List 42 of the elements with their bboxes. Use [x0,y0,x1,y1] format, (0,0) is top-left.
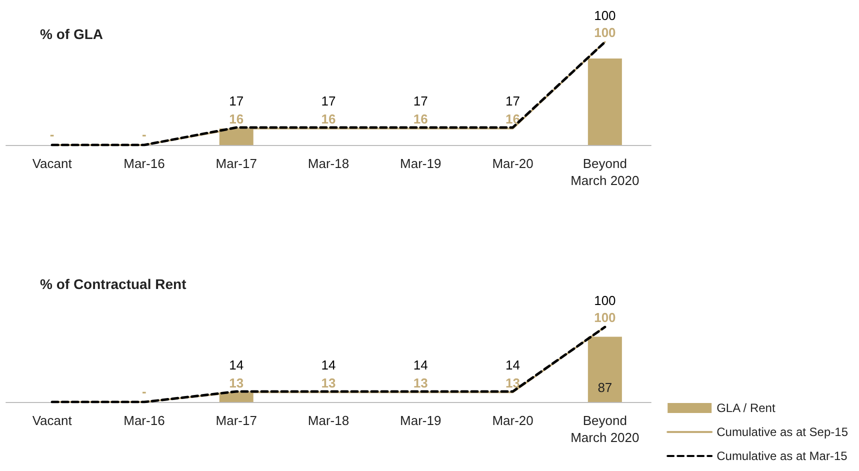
data-label: 100 [594,8,616,23]
data-label: 13 [321,375,336,390]
legend-label: GLA / Rent [716,401,776,415]
data-label: 13 [413,375,428,390]
chart-title: % of Contractual Rent [40,276,187,292]
x-tick-label: Beyond March 2020 [570,413,640,445]
data-label: 87 [598,380,612,395]
data-label: 17 [413,93,428,108]
data-label: 100 [594,25,616,40]
data-label: 100 [594,293,616,308]
data-label: 14 [321,358,336,372]
data-label: 16 [321,112,336,127]
data-label: 13 [229,375,244,390]
x-tick-label: Mar-19 [400,413,442,428]
x-tick-label: Beyond March 2020 [570,156,640,188]
data-label: - [50,127,54,142]
chart-title: % of GLA [40,26,103,42]
x-tick-label: Mar-20 [492,413,534,428]
data-label: - [142,127,146,142]
x-tick-label: Mar-19 [400,156,442,171]
legend-label: Cumulative as at Mar-15 [716,449,848,463]
data-label: 14 [506,358,520,372]
x-tick-label: Mar-18 [308,413,350,428]
data-label: 100 [594,310,616,325]
data-label: 17 [506,93,520,108]
x-tick-label: Vacant [32,156,72,171]
x-tick-label: Mar-20 [492,156,534,171]
x-tick-label: Mar-17 [216,413,257,428]
data-label: 13 [506,375,520,390]
data-label: - [142,384,146,399]
legend-label: Cumulative as at Sep-15 [716,425,848,439]
x-tick-label: Mar-16 [124,413,165,428]
data-label: 14 [413,358,428,372]
data-label: 17 [321,93,336,108]
data-label: 17 [229,93,244,108]
data-label: 14 [229,358,244,372]
data-label: 16 [413,112,428,127]
x-tick-label: Vacant [32,413,72,428]
x-tick-label: Mar-18 [308,156,350,171]
x-tick-label: Mar-16 [124,156,165,171]
x-tick-label: Mar-17 [216,156,257,171]
data-label: 16 [229,112,244,127]
